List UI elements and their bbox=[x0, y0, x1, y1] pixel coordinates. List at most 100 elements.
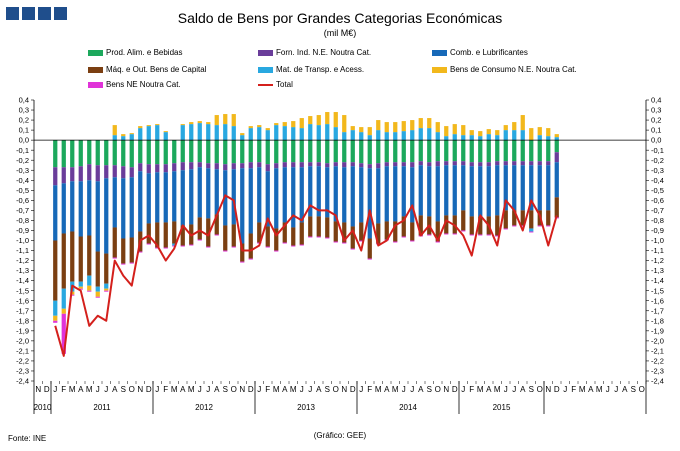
y-tick-label-right: -1,1 bbox=[651, 246, 664, 255]
chart-title: Saldo de Bens por Grandes Categorias Eco… bbox=[177, 10, 503, 26]
legend-item-trans: Mat. de Transp. e Acess. bbox=[258, 65, 364, 74]
x-month-label: M bbox=[86, 385, 93, 394]
x-month-label: F bbox=[367, 385, 372, 394]
bar-segment-ind bbox=[325, 163, 330, 168]
bar-segment-other bbox=[461, 230, 466, 232]
bar-segment-trans bbox=[87, 275, 92, 286]
y-tick-label-left: -0,4 bbox=[16, 176, 29, 185]
bar-segment-food bbox=[78, 140, 83, 167]
bar-segment-cons bbox=[554, 134, 559, 138]
x-month-label: F bbox=[469, 385, 474, 394]
legend-item-fuel: Comb. e Lubrificantes bbox=[432, 48, 528, 57]
bar-segment-other bbox=[299, 244, 304, 246]
bar-segment-trans bbox=[435, 132, 440, 141]
logo-block bbox=[38, 7, 51, 20]
x-month-label: J bbox=[359, 385, 363, 394]
bar-segment-ind bbox=[146, 164, 151, 174]
bar-segment-ind bbox=[342, 162, 347, 168]
bar-segment-food bbox=[214, 140, 219, 164]
bar-segment-trans bbox=[53, 300, 58, 316]
y-tick-label-right: -0,8 bbox=[651, 216, 664, 225]
bar-segment-ind bbox=[291, 162, 296, 168]
bar-segment-cons bbox=[325, 112, 330, 125]
x-month-label: A bbox=[282, 385, 288, 394]
bar-segment-fuel bbox=[384, 166, 389, 222]
bar-segment-ind bbox=[469, 162, 474, 167]
bar-segment-ind bbox=[435, 161, 440, 167]
legend-item-food: Prod. Alim. e Bebidas bbox=[88, 48, 182, 57]
x-year-label: 2014 bbox=[399, 403, 417, 412]
bar-segment-trans bbox=[469, 135, 474, 141]
bar-segment-trans bbox=[359, 132, 364, 141]
x-month-label: J bbox=[402, 385, 406, 394]
bar-segment-fuel bbox=[87, 180, 92, 236]
y-tick-label-right: -0,5 bbox=[651, 186, 664, 195]
legend-item-cons: Bens de Consumo N.E. Noutra Cat. bbox=[432, 65, 577, 74]
bar-segment-cap bbox=[61, 233, 66, 289]
bar-segment-other bbox=[410, 240, 415, 242]
bar-segment-trans bbox=[393, 132, 398, 141]
bar-segment-food bbox=[172, 140, 177, 164]
x-month-label: F bbox=[571, 385, 576, 394]
bar-segment-other bbox=[291, 245, 296, 247]
bar-segment-ind bbox=[180, 162, 185, 171]
bar-segment-cap bbox=[478, 216, 483, 235]
bar-segment-ind bbox=[478, 162, 483, 167]
bar-segment-cap bbox=[180, 225, 185, 246]
bar-segment-ind bbox=[546, 161, 551, 166]
bar-segment-fuel bbox=[121, 178, 126, 239]
bar-segment-food bbox=[291, 140, 296, 163]
bar-segment-cons bbox=[503, 125, 508, 131]
y-tick-label-right: 0,3 bbox=[651, 106, 661, 115]
bar-segment-ind bbox=[206, 163, 211, 169]
bar-segment-food bbox=[197, 140, 202, 163]
bar-segment-food bbox=[265, 140, 270, 165]
bar-segment-cons bbox=[138, 126, 143, 129]
x-month-label: J bbox=[104, 385, 108, 394]
axes-layer: 0,4 0,40,3 0,30,2 0,20,1 0,10,0 0,0-0,1 -0,1-0… bbox=[16, 96, 664, 386]
bar-segment-ind bbox=[537, 161, 542, 166]
bar-segment-food bbox=[316, 140, 321, 163]
bar-segment-ind bbox=[427, 162, 432, 167]
y-tick-label-left: -2,4 bbox=[16, 377, 29, 386]
bar-segment-cons bbox=[61, 308, 66, 314]
bar-segment-cons bbox=[350, 126, 355, 131]
bar-segment-trans bbox=[495, 135, 500, 141]
bar-segment-other bbox=[112, 257, 117, 259]
bar-segment-fuel bbox=[435, 166, 440, 222]
bar-segment-food bbox=[350, 140, 355, 163]
x-month-label: O bbox=[537, 385, 543, 394]
bar-segment-cap bbox=[401, 216, 406, 237]
bar-segment-cons bbox=[214, 115, 219, 126]
bar-segment-ind bbox=[265, 164, 270, 172]
bar-segment-ind bbox=[112, 165, 117, 178]
bar-segment-cons bbox=[427, 118, 432, 129]
bar-segment-trans bbox=[78, 281, 83, 287]
bar-segment-other bbox=[282, 242, 287, 244]
bar-segment-fuel bbox=[308, 166, 313, 217]
bar-segment-trans bbox=[486, 134, 491, 141]
bar-segment-food bbox=[537, 140, 542, 162]
bar-segment-food bbox=[274, 140, 279, 164]
bar-segment-cap bbox=[333, 221, 338, 242]
bar-segment-cons bbox=[529, 128, 534, 141]
y-tick-label-left: -1,1 bbox=[16, 246, 29, 255]
y-tick-label-left: 0,2 bbox=[19, 116, 29, 125]
bar-segment-other bbox=[393, 241, 398, 243]
bar-segment-fuel bbox=[214, 169, 219, 215]
bar-segment-ind bbox=[384, 162, 389, 167]
bar-segment-trans bbox=[427, 128, 432, 141]
bar-segment-trans bbox=[444, 136, 449, 141]
bar-segment-fuel bbox=[333, 166, 338, 222]
bar-segment-other bbox=[129, 262, 134, 264]
bar-segment-fuel bbox=[376, 168, 381, 224]
x-month-label: J bbox=[257, 385, 261, 394]
bar-segment-trans bbox=[265, 130, 270, 141]
bar-segment-cap bbox=[70, 231, 75, 282]
bar-segment-trans bbox=[172, 243, 177, 246]
bar-segment-cap bbox=[520, 210, 525, 226]
bar-segment-fuel bbox=[427, 166, 432, 217]
bar-segment-fuel bbox=[138, 171, 143, 232]
bar-segment-food bbox=[206, 140, 211, 164]
bar-segment-ind bbox=[248, 162, 253, 169]
